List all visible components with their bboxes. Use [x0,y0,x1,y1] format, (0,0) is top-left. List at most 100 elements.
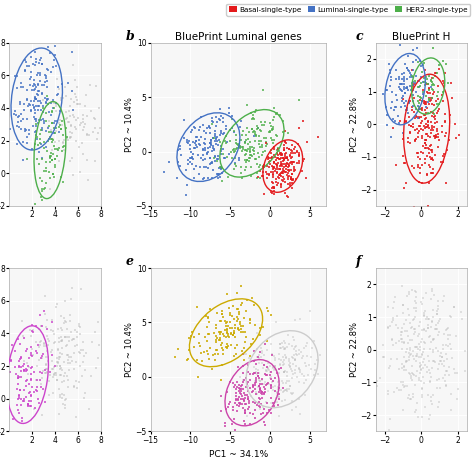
Point [273,398,281,406]
Point [410,372,418,379]
Point [417,126,425,133]
Point [30,388,37,396]
Point [37,140,45,147]
Point [279,380,287,387]
Point [261,134,268,142]
Point [252,382,259,389]
Point [70,383,78,390]
Point [226,324,234,332]
Point [447,79,455,86]
Point [281,168,289,176]
Point [80,115,87,122]
Point [263,134,270,142]
Point [256,384,264,392]
Point [243,101,250,109]
Point [14,122,21,130]
Point [400,320,408,328]
Point [406,97,414,105]
Point [326,328,333,336]
Point [189,138,197,146]
Point [244,82,251,90]
Point [295,152,303,160]
Point [275,377,283,384]
Point [203,149,210,157]
Point [415,179,422,186]
Point [66,157,74,164]
Point [256,377,264,384]
Point [271,356,279,364]
Point [392,91,400,99]
Point [28,321,36,329]
Point [30,113,38,120]
Point [281,368,288,375]
Point [63,92,70,100]
Point [230,148,238,155]
Point [242,374,250,382]
Point [301,391,309,399]
Point [392,355,400,363]
Point [413,400,420,407]
Point [67,122,74,130]
Point [27,53,35,61]
Point [212,85,219,93]
Point [38,154,46,162]
Point [22,347,30,355]
Point [35,91,42,99]
Point [253,132,260,140]
Point [20,395,27,403]
Point [285,172,293,180]
Point [213,133,220,140]
Point [54,90,62,98]
Point [419,62,427,69]
Point [420,345,428,352]
Point [273,388,281,396]
Point [428,94,436,101]
Point [439,158,447,165]
Point [434,95,442,102]
Point [390,388,398,396]
Point [219,346,227,354]
Point [53,369,60,376]
Point [236,143,243,150]
Point [214,142,222,149]
Point [261,383,268,391]
Point [217,113,225,120]
Point [256,127,264,134]
Point [25,390,33,397]
Point [417,73,425,81]
Point [264,72,272,80]
Point [101,332,109,339]
Point [218,71,225,78]
Point [386,82,394,90]
Point [417,79,425,87]
Point [245,157,253,164]
Point [417,148,425,155]
Point [60,391,68,399]
Point [280,146,287,154]
Point [27,68,35,76]
Point [400,354,408,361]
Point [34,395,42,402]
Point [25,363,32,371]
Point [222,344,229,351]
Point [428,318,436,325]
Point [428,364,436,372]
Point [421,124,428,132]
Point [432,326,439,333]
Point [43,92,51,100]
Point [434,89,442,96]
Point [292,110,300,118]
Point [414,83,422,91]
Point [224,104,231,112]
Point [412,89,419,96]
Point [204,164,211,172]
Point [245,354,253,362]
Point [254,124,262,132]
Point [415,123,423,130]
Point [56,393,64,401]
Point [266,157,274,165]
Point [17,386,24,393]
Point [269,386,276,394]
Point [263,368,270,375]
Point [209,166,217,174]
